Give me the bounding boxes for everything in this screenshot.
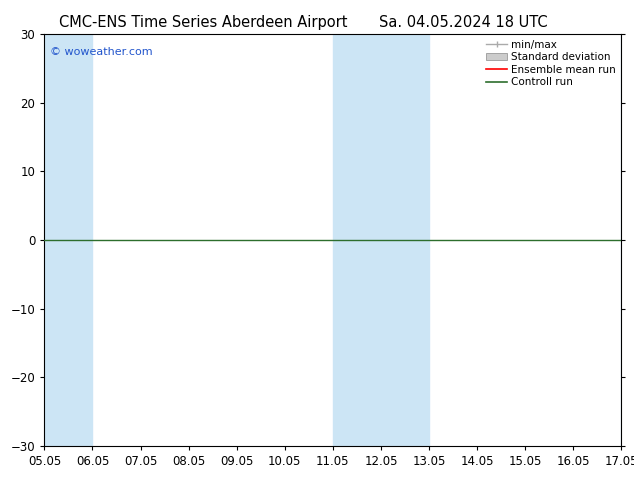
Legend: min/max, Standard deviation, Ensemble mean run, Controll run: min/max, Standard deviation, Ensemble me…	[484, 37, 618, 89]
Bar	[44, 34, 93, 446]
Bar	[381, 34, 429, 446]
Text: © woweather.com: © woweather.com	[50, 47, 153, 57]
Bar	[621, 34, 634, 446]
Text: CMC-ENS Time Series Aberdeen Airport: CMC-ENS Time Series Aberdeen Airport	[58, 15, 347, 30]
Bar	[333, 34, 381, 446]
Text: Sa. 04.05.2024 18 UTC: Sa. 04.05.2024 18 UTC	[378, 15, 547, 30]
